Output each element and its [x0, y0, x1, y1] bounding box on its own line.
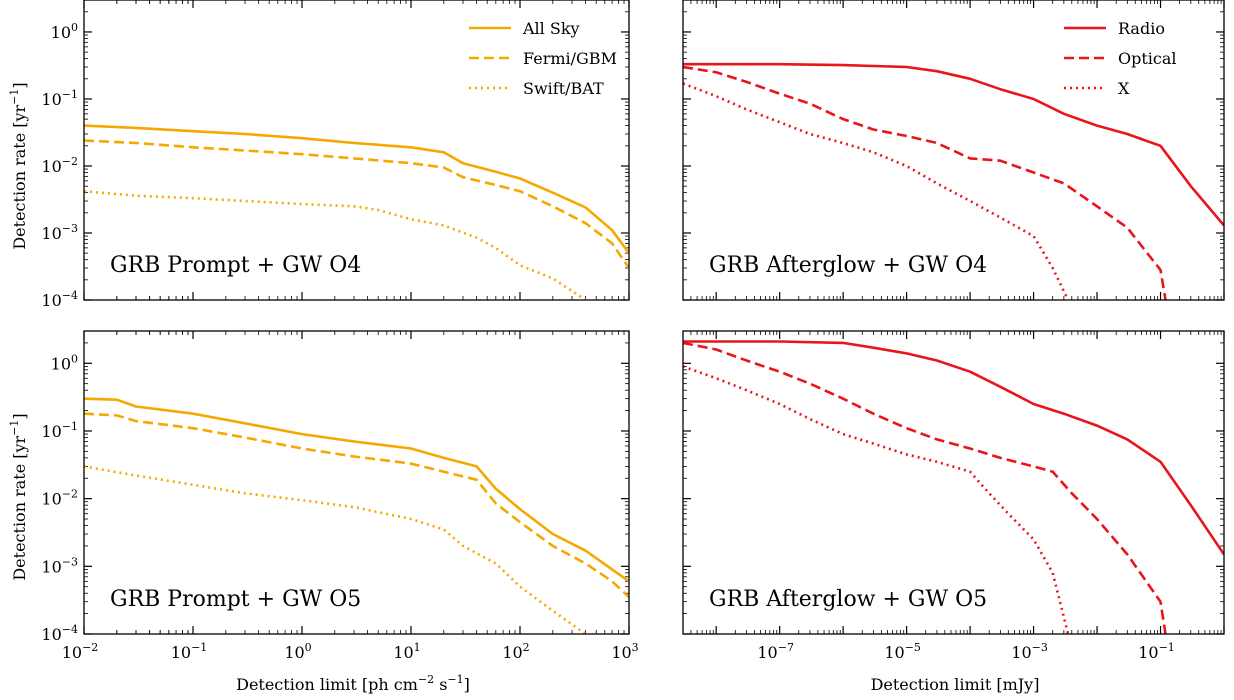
x-tick-label: 100 [284, 641, 311, 662]
x-tick-label: 102 [502, 641, 529, 662]
y-tick-label: 10−3 [41, 555, 78, 576]
y-axis-label-bottom: Detection rate [yr−1] [8, 413, 29, 580]
series-line-radio [683, 62, 1224, 227]
series-group [683, 62, 1224, 300]
y-tick-label: 10−1 [41, 420, 78, 441]
y-tick-label: 10−4 [41, 289, 78, 310]
series-line-fermi-gbm [84, 139, 629, 269]
axes-frame [83, 0, 630, 301]
series-line-optical [683, 341, 1167, 634]
axes-frame [682, 330, 1225, 635]
series-line-all-sky [84, 397, 629, 583]
axes-frame [83, 330, 630, 635]
y-tick-label: 10−4 [41, 623, 78, 644]
legend-label: All Sky [522, 19, 580, 38]
panel-label: GRB Prompt + GW O5 [110, 587, 361, 612]
series-line-x [683, 365, 1070, 634]
panel-prompt-o4: 10−4 10−3 10−2 10−1 100 GRB Prompt + GW O4 All… [41, 0, 630, 310]
y-tick-label: 10−1 [41, 88, 78, 109]
series-line-radio [683, 340, 1224, 556]
x-tick-label: 10−5 [884, 641, 921, 662]
y-axis-label-top: Detection rate [yr−1] [8, 82, 29, 249]
legend-label: Radio [1118, 19, 1165, 38]
y-tick-label: 10−2 [41, 488, 78, 509]
series-line-optical [683, 65, 1167, 300]
y-tick-label: 10−2 [41, 155, 78, 176]
series-line-swift-bat [84, 465, 587, 634]
series-line-fermi-gbm [84, 412, 629, 599]
series-line-swift-bat [84, 189, 587, 300]
panel-label: GRB Afterglow + GW O4 [709, 253, 987, 278]
x-tick-label: 101 [393, 641, 420, 662]
panel-afterglow-o4: GRB Afterglow + GW O4 Radio Optical X [682, 0, 1225, 301]
series-line-all-sky [84, 124, 629, 254]
panel-label: GRB Afterglow + GW O5 [709, 587, 987, 612]
series-group [683, 340, 1224, 634]
x-tick-label: 10−1 [171, 641, 208, 662]
axes-frame [682, 0, 1225, 301]
series-group [84, 124, 629, 300]
y-tick-label: 100 [51, 21, 78, 42]
panel-label: GRB Prompt + GW O4 [110, 253, 361, 278]
legend-label: Optical [1118, 49, 1177, 68]
legend-label: Fermi/GBM [523, 49, 617, 68]
x-tick-label: 10−7 [757, 641, 794, 662]
x-tick-label: 10−2 [62, 641, 99, 662]
x-axis-label-left: Detection limit [ph cm−2 s−1] [236, 673, 470, 694]
legend-label: X [1118, 79, 1130, 98]
x-tick-label: 103 [611, 641, 638, 662]
y-tick-label: 10−3 [41, 222, 78, 243]
y-tick-label: 100 [51, 352, 78, 373]
x-axis-label-right: Detection limit [mJy] [871, 675, 1040, 694]
x-tick-label: 10−3 [1011, 641, 1048, 662]
x-tick-label: 10−1 [1138, 641, 1175, 662]
panel-prompt-o5: 10−4 10−3 10−2 10−1 100 10−2 10−1 100 101 102 103 G… [41, 330, 639, 662]
legend-label: Swift/BAT [523, 79, 604, 98]
panel-afterglow-o5: 10−7 10−5 10−3 10−1 GRB Afterglow + GW O5 [682, 330, 1225, 662]
series-group [84, 397, 629, 634]
